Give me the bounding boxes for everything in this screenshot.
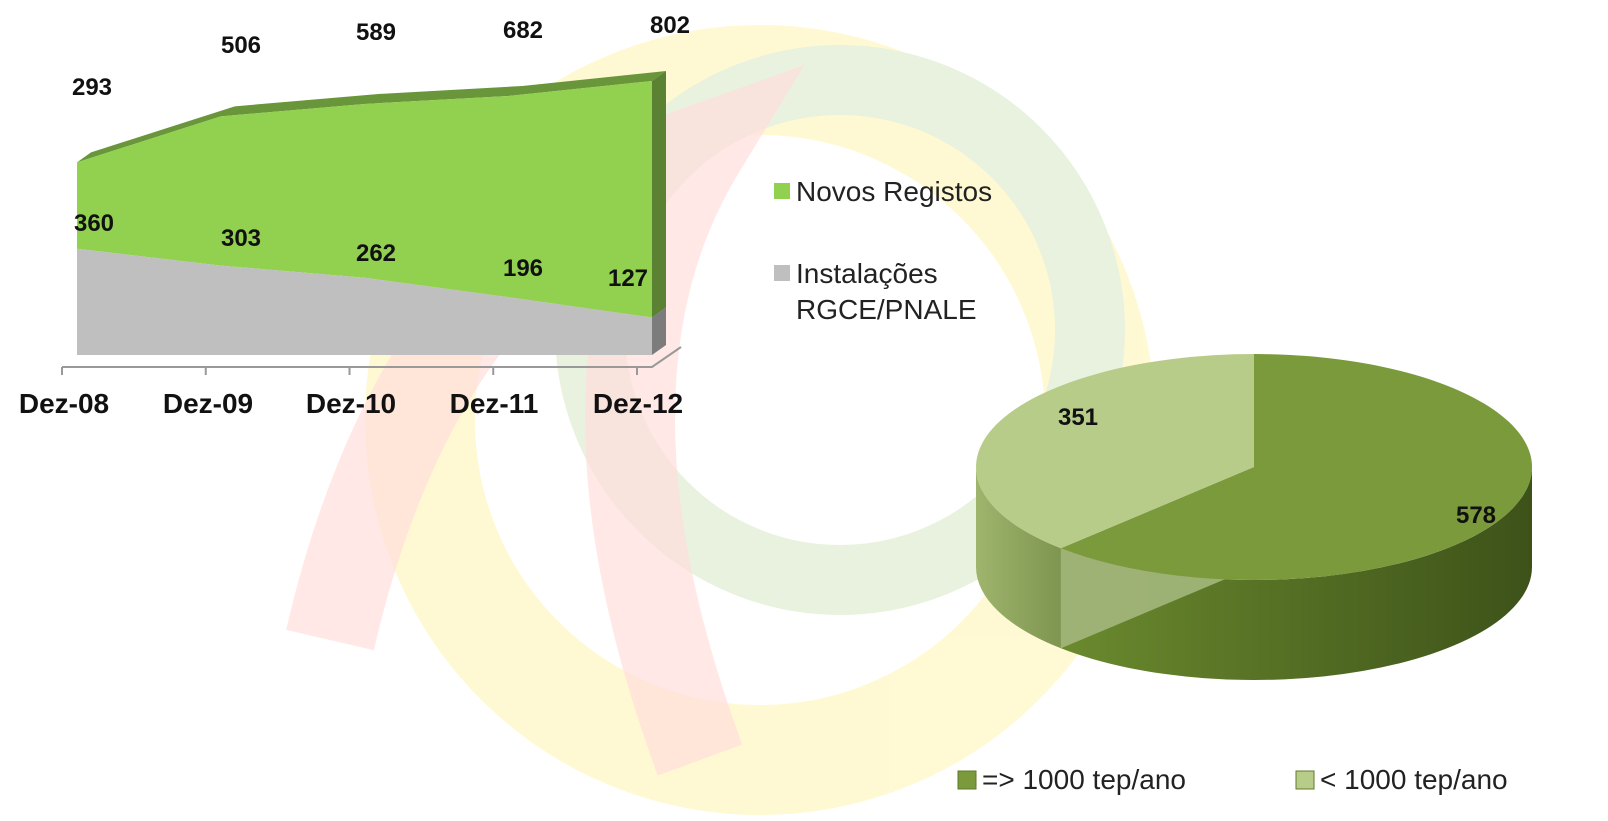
legend-label: < 1000 tep/ano <box>1320 764 1508 795</box>
legend-label: => 1000 tep/ano <box>982 764 1186 795</box>
data-label-novos-registos: 589 <box>356 19 396 46</box>
pie-data-label: 578 <box>1456 502 1496 529</box>
series-side-novos-registos <box>652 70 666 318</box>
data-label-instalacoes: 303 <box>221 225 261 252</box>
x-tick-label: Dez-09 <box>163 388 253 419</box>
legend-swatch <box>774 183 790 199</box>
data-label-instalacoes: 262 <box>356 240 396 267</box>
legend-swatch <box>957 770 977 790</box>
data-label-novos-registos: 293 <box>72 74 112 101</box>
data-label-instalacoes: 360 <box>74 210 114 237</box>
series-area-instalacoes <box>77 248 652 355</box>
data-label-novos-registos: 506 <box>221 32 261 59</box>
data-label-instalacoes: 127 <box>608 265 648 292</box>
series-area-novos-registos <box>77 80 652 318</box>
legend-label: Instalações RGCE/PNALE <box>796 258 977 325</box>
pie-data-label: 351 <box>1058 404 1098 431</box>
pie-chart-legend: => 1000 tep/ano < 1000 tep/ano <box>957 764 1508 795</box>
x-tick-label: Dez-08 <box>19 388 109 419</box>
x-axis-line <box>62 346 682 368</box>
data-label-instalacoes: 196 <box>503 255 543 282</box>
legend-label: Novos Registos <box>796 176 992 207</box>
x-tick-label: Dez-12 <box>593 388 683 419</box>
pie-slice-side <box>976 467 1061 649</box>
data-label-novos-registos: 682 <box>503 17 543 44</box>
stacked-area-chart: 293 506 589 682 802 360 303 262 196 127 Dez-08 Dez-… <box>19 12 690 419</box>
area-chart-legend: Novos Registos Instalações RGCE/PNALE <box>774 176 992 325</box>
series-ridge-novos-registos <box>77 70 666 163</box>
data-label-novos-registos: 802 <box>650 12 690 39</box>
legend-swatch <box>1295 770 1315 790</box>
pie-chart: 578 351 <box>976 354 1533 680</box>
pie-slice <box>976 354 1254 549</box>
x-tick-label: Dez-11 <box>450 388 539 419</box>
series-side-instalacoes <box>652 307 666 355</box>
x-tick-label: Dez-10 <box>306 388 396 419</box>
legend-swatch <box>774 265 790 281</box>
pie-slice <box>1060 354 1533 580</box>
pie-slice-side <box>1060 467 1532 680</box>
